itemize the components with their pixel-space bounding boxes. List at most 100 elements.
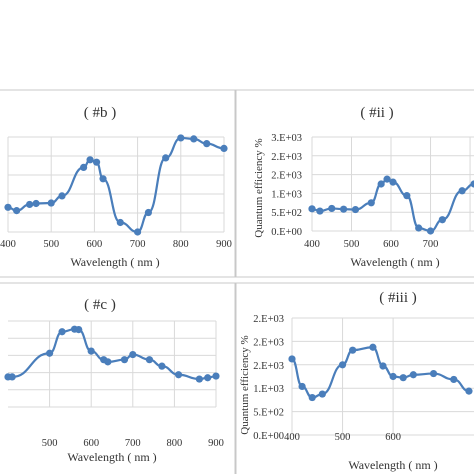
y-tick-label: 2.E+03 [253, 337, 284, 348]
x-tick-label: 600 [383, 239, 399, 250]
data-point [338, 361, 347, 369]
data-point [316, 207, 324, 215]
panel-frame-iii [235, 282, 474, 474]
x-tick-label: 700 [125, 438, 141, 449]
y-tick-label: 0.E+00 [253, 431, 284, 442]
data-point [212, 372, 220, 380]
data-point [426, 227, 435, 235]
data-point [4, 203, 12, 211]
chart-title: ( #c ) [84, 297, 116, 313]
data-point [298, 382, 306, 391]
data-point [145, 356, 154, 364]
data-point [377, 180, 385, 188]
data-point [288, 355, 296, 363]
data-point [308, 393, 316, 402]
x-axis-label: Wavelength ( nm ) [348, 458, 437, 472]
data-point [438, 216, 446, 224]
data-point [99, 175, 107, 183]
x-tick-label: 900 [216, 239, 232, 250]
data-point [415, 224, 423, 232]
data-point [308, 205, 316, 213]
data-point [104, 358, 112, 366]
data-point [409, 371, 417, 379]
data-point [351, 205, 360, 214]
chart-panel-ii: ( #ii ) Quantum efficiency % 400 500 600 70… [253, 105, 474, 269]
data-point [26, 200, 34, 209]
data-point [379, 362, 387, 370]
data-point [369, 343, 377, 351]
x-axis-label: Wavelength ( nm ) [67, 450, 156, 464]
y-tick-label: 5.E+02 [253, 408, 284, 419]
y-tick-label: 2.E+03 [271, 171, 302, 182]
data-point [134, 228, 142, 236]
data-point [120, 356, 129, 364]
data-point [399, 374, 407, 382]
data-point [195, 375, 203, 383]
y-tick-label: 1.E+03 [253, 384, 284, 395]
data-point [389, 372, 397, 381]
series-line [311, 178, 474, 233]
data-point [203, 140, 211, 148]
data-point [204, 374, 212, 382]
x-tick-label: 400 [284, 432, 300, 443]
x-tick-label: 600 [87, 239, 103, 250]
y-tick-label: 1.E+03 [271, 189, 302, 200]
data-point [75, 326, 83, 334]
data-point [86, 156, 94, 164]
data-point [158, 362, 166, 370]
x-tick-label: 500 [344, 239, 360, 250]
data-point [318, 390, 326, 398]
data-point [116, 218, 124, 227]
data-point [328, 204, 336, 213]
data-point [32, 199, 40, 208]
chart-title: ( #ii ) [360, 105, 393, 121]
x-tick-label: 500 [42, 438, 58, 449]
data-point [450, 375, 458, 384]
data-point [8, 373, 16, 381]
chart-panel-iii: ( #iii ) Quantum efficiency % 400 500 600 … [239, 290, 474, 472]
y-tick-label: 2.E+03 [271, 152, 302, 163]
data-point [80, 163, 88, 171]
y-tick-label: 2.E+03 [253, 361, 284, 372]
data-point [92, 158, 101, 166]
x-tick-label: 400 [304, 239, 320, 250]
data-point [13, 207, 21, 215]
chart-title: ( #iii ) [379, 290, 417, 306]
panel-frame-c [0, 282, 236, 474]
series-line [8, 328, 217, 381]
data-point [47, 199, 55, 207]
panel-frame-ii [235, 89, 474, 278]
x-tick-label: 600 [83, 438, 99, 449]
x-tick-label: 400 [0, 239, 16, 250]
data-point [470, 180, 474, 188]
data-point [144, 208, 152, 217]
data-point [58, 192, 66, 200]
x-axis-label: Wavelength ( nm ) [350, 255, 439, 269]
y-axis-label: Quantum efficiency % [239, 335, 251, 434]
data-point [340, 205, 348, 213]
data-point [174, 371, 183, 379]
data-point [367, 199, 375, 207]
x-tick-label: 600 [385, 432, 401, 443]
y-axis-label: Quantum efficiency % [253, 138, 265, 237]
y-tick-label: 0.E+00 [271, 227, 302, 238]
y-tick-label: 3.E+03 [271, 133, 302, 144]
data-point [349, 346, 357, 354]
data-point [383, 175, 391, 183]
panel-frame-b [0, 89, 236, 278]
x-tick-label: 500 [43, 239, 59, 250]
data-point [389, 178, 397, 186]
data-point [465, 387, 473, 395]
x-tick-label: 500 [335, 432, 351, 443]
data-point [177, 134, 185, 142]
data-point [162, 154, 170, 162]
data-point [129, 350, 137, 359]
x-tick-label: 700 [130, 239, 146, 250]
data-point [87, 347, 95, 355]
x-axis-label: Wavelength ( nm ) [70, 255, 159, 269]
data-point [220, 144, 228, 152]
data-point [190, 135, 198, 143]
y-tick-label: 5.E+02 [271, 208, 302, 219]
data-point [58, 328, 66, 336]
